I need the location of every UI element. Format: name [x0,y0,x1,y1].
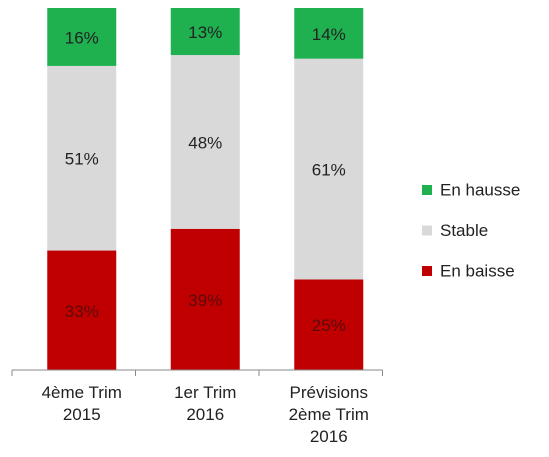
bar-segment [47,8,117,66]
legend-swatch [422,185,432,195]
bar-segment [170,55,240,229]
x-tick-label: 4ème Trim 2015 [42,383,122,424]
bar-segment [294,8,364,59]
x-tick-label: 1er Trim 2016 [174,383,236,424]
legend-label: En hausse [440,180,520,199]
bar-segment [294,58,364,280]
data-label: 14% [312,25,346,44]
data-label: 13% [188,23,222,42]
bar-segment [170,8,240,56]
legend-swatch [422,225,432,236]
bar-segment [47,65,117,251]
data-label: 61% [312,161,346,180]
data-label: 33% [65,302,99,321]
data-label: 25% [312,316,346,335]
data-label: 39% [188,291,222,310]
data-label: 51% [65,150,99,169]
bar-segment [47,250,117,370]
data-label: 48% [188,133,222,152]
legend-label: En baisse [440,261,515,280]
bar-segment [294,279,364,370]
data-label: 16% [65,28,99,47]
x-tick-label: Prévisions 2ème Trim 2016 [289,383,369,446]
legend-label: Stable [440,221,488,240]
legend-swatch [422,266,432,276]
bar-segment [170,228,240,370]
